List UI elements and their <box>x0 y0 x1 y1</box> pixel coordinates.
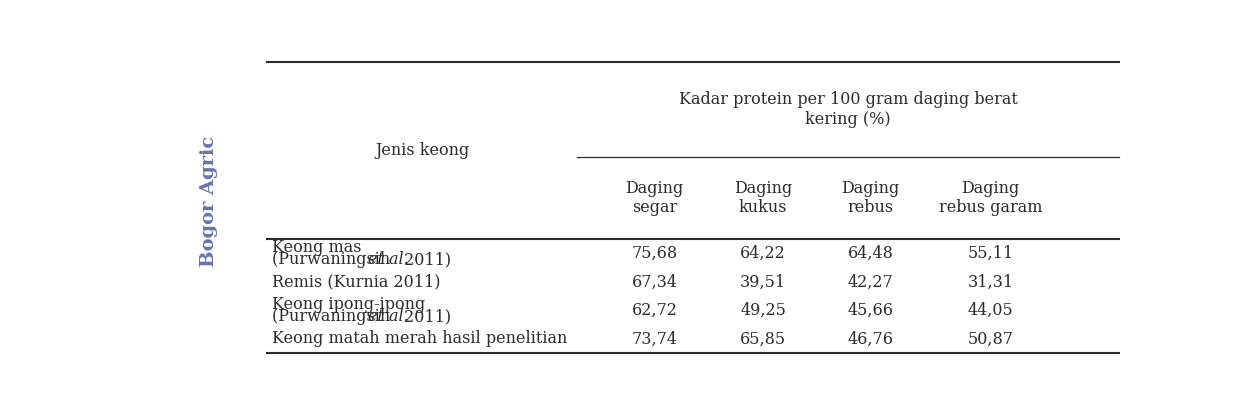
Text: 75,68: 75,68 <box>632 245 678 262</box>
Text: 55,11: 55,11 <box>968 245 1014 262</box>
Text: 67,34: 67,34 <box>632 273 678 291</box>
Text: et al.: et al. <box>368 308 408 325</box>
Text: 2011): 2011) <box>400 251 452 268</box>
Text: 62,72: 62,72 <box>632 302 677 319</box>
Text: 49,25: 49,25 <box>741 302 786 319</box>
Text: 39,51: 39,51 <box>739 273 786 291</box>
Text: Daging
rebus garam: Daging rebus garam <box>939 180 1042 216</box>
Text: 2011): 2011) <box>400 308 452 325</box>
Text: Keong mas: Keong mas <box>272 239 362 256</box>
Text: 44,05: 44,05 <box>968 302 1013 319</box>
Text: Daging
segar: Daging segar <box>626 180 683 216</box>
Text: 73,74: 73,74 <box>632 330 678 347</box>
Text: Daging
kukus: Daging kukus <box>734 180 792 216</box>
Text: (Purwaningsih: (Purwaningsih <box>272 308 396 325</box>
Text: Jenis keong: Jenis keong <box>375 142 470 159</box>
Text: Bogor Agric: Bogor Agric <box>200 136 219 267</box>
Text: 65,85: 65,85 <box>739 330 786 347</box>
Text: Keong matah merah hasil penelitian: Keong matah merah hasil penelitian <box>272 330 567 347</box>
Text: 64,48: 64,48 <box>848 245 893 262</box>
Text: 42,27: 42,27 <box>848 273 893 291</box>
Text: 50,87: 50,87 <box>968 330 1013 347</box>
Text: 45,66: 45,66 <box>848 302 893 319</box>
Text: et al.: et al. <box>368 251 408 268</box>
Text: Keong ipong-ipong: Keong ipong-ipong <box>272 296 426 313</box>
Text: 31,31: 31,31 <box>968 273 1014 291</box>
Text: (Purwaningsih: (Purwaningsih <box>272 251 396 268</box>
Text: Kadar protein per 100 gram daging berat
kering (%): Kadar protein per 100 gram daging berat … <box>678 91 1018 128</box>
Text: 46,76: 46,76 <box>848 330 893 347</box>
Text: 64,22: 64,22 <box>741 245 786 262</box>
Text: Remis (Kurnia 2011): Remis (Kurnia 2011) <box>272 273 441 291</box>
Text: Daging
rebus: Daging rebus <box>842 180 899 216</box>
